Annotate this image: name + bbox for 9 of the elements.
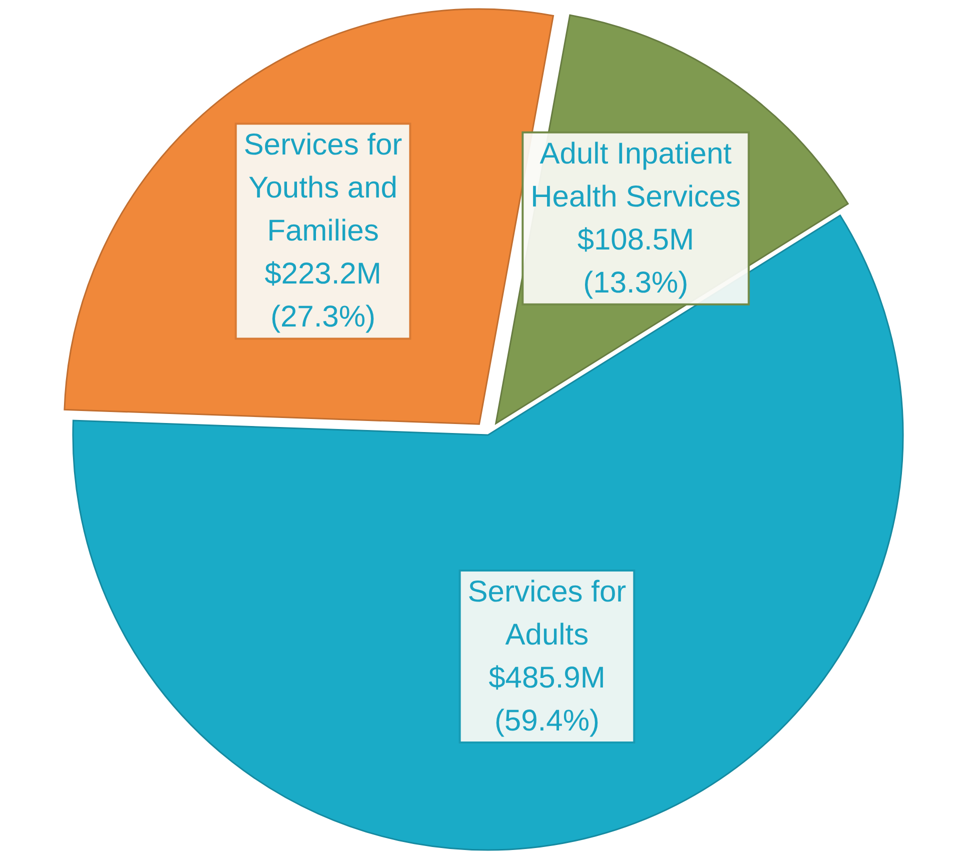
- data-label: $108.5M: [577, 223, 694, 256]
- data-label: $485.9M: [488, 662, 606, 694]
- text: (59.4%): [494, 704, 600, 738]
- slice-label: Adult Inpatient Health Services: [530, 137, 741, 214]
- text: (27.3%): [270, 300, 376, 334]
- data-label: $223.2M: [264, 258, 382, 291]
- slice-label: Services for Adults: [468, 576, 626, 652]
- text: (13.3%): [583, 266, 688, 300]
- slice-label: Services for Youths and Families: [244, 128, 402, 248]
